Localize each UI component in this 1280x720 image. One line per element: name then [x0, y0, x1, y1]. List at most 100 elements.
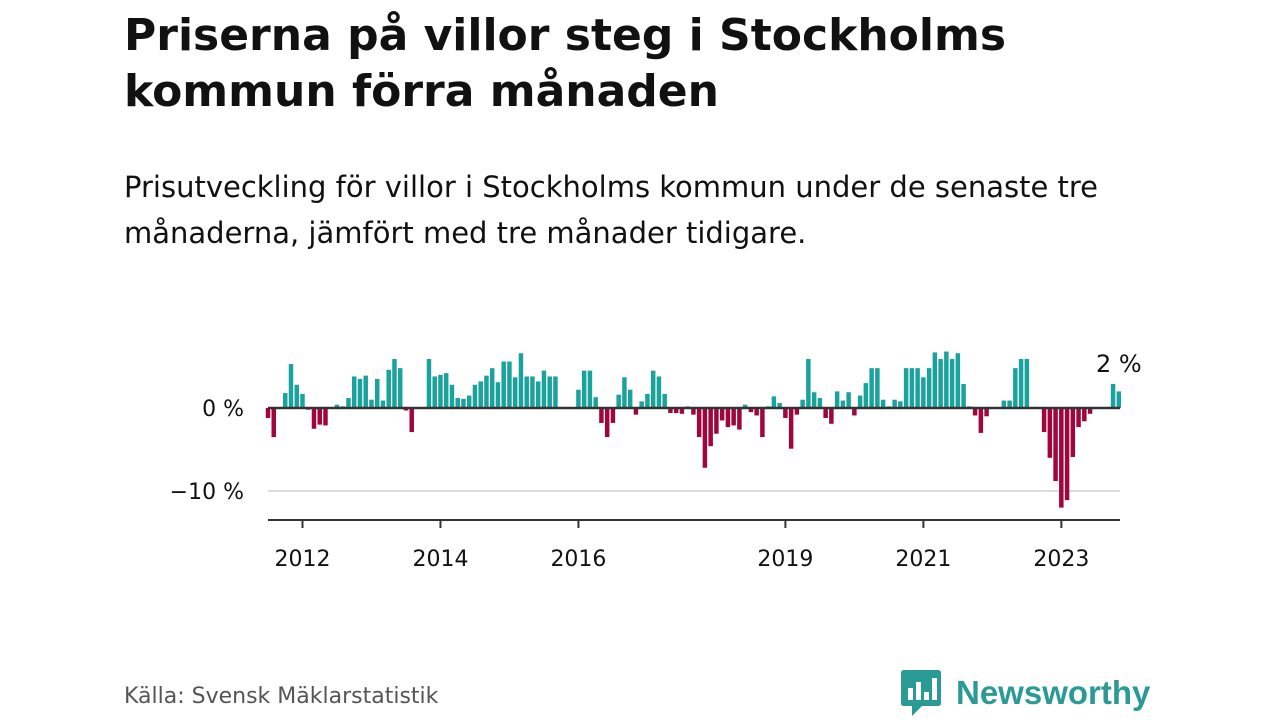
- bar: [731, 408, 736, 426]
- bar: [1070, 408, 1076, 457]
- bar: [1041, 408, 1047, 433]
- bar: [840, 400, 846, 408]
- bar: [691, 408, 696, 415]
- bar: [392, 359, 397, 408]
- bar: [587, 370, 593, 408]
- bar: [317, 408, 322, 425]
- bar: [863, 383, 869, 408]
- bar: [978, 408, 984, 433]
- bar: [748, 408, 754, 413]
- bar: [984, 408, 989, 417]
- bar: [679, 408, 685, 414]
- bar: [351, 376, 357, 408]
- bar: [806, 359, 811, 408]
- bar: [817, 398, 823, 408]
- brand-logo: Newsworthy: [900, 668, 1150, 718]
- x-tick-label: 2023: [1033, 547, 1089, 572]
- bar: [869, 368, 874, 408]
- bar: [518, 353, 524, 408]
- bar: [1047, 408, 1053, 458]
- bar: [1018, 359, 1024, 408]
- bar: [461, 398, 466, 408]
- bar: [1007, 400, 1012, 408]
- bar: [553, 376, 558, 408]
- bar: [656, 376, 662, 408]
- bar: [478, 381, 483, 408]
- bar: [783, 408, 788, 418]
- bar: [777, 403, 782, 408]
- bar: [599, 408, 604, 423]
- bar: [380, 400, 386, 408]
- bar: [719, 408, 725, 421]
- bar: [949, 359, 955, 408]
- bar: [771, 396, 777, 408]
- bar: [961, 383, 966, 408]
- x-tick-label: 2012: [274, 547, 330, 572]
- chart-subtitle: Prisutveckling för villor i Stockholms k…: [124, 170, 1099, 250]
- bar: [288, 364, 294, 408]
- bar: [357, 378, 363, 408]
- bar: [921, 377, 926, 408]
- bar: [1053, 408, 1058, 482]
- bar: [1064, 408, 1070, 501]
- y-tick-label: −10 %: [170, 480, 244, 505]
- bar: [576, 389, 581, 408]
- bar: [1082, 408, 1087, 422]
- bar: [742, 404, 748, 408]
- bar: [892, 399, 897, 408]
- bar: [800, 399, 805, 408]
- annotation-label: 2 %: [1096, 350, 1142, 378]
- brand-name: Newsworthy: [956, 674, 1151, 711]
- bar: [1013, 368, 1018, 408]
- bar: [1001, 400, 1007, 408]
- bar: [938, 359, 943, 408]
- bar: [323, 408, 328, 426]
- bar: [363, 375, 368, 408]
- bar: [386, 369, 391, 408]
- bar: [283, 393, 288, 408]
- bar: [426, 359, 432, 408]
- bar: [432, 376, 437, 408]
- bar: [852, 408, 857, 416]
- x-tick-label: 2014: [412, 547, 468, 572]
- bar: [334, 404, 340, 408]
- bar: [369, 399, 374, 408]
- bar: [300, 393, 305, 408]
- bar: [829, 408, 834, 424]
- bar: [581, 370, 587, 408]
- bar: [495, 382, 501, 408]
- bar: [604, 408, 610, 438]
- bar: [472, 384, 478, 408]
- bar: [449, 384, 455, 408]
- bar: [1024, 359, 1030, 408]
- bar: [702, 408, 708, 468]
- bar-chart: 0 % −10 % 2012 2014 2016 2019 2021 2023 2 %: [170, 350, 1142, 572]
- bar: [650, 370, 656, 408]
- bar: [593, 397, 598, 408]
- bar: [409, 408, 414, 433]
- bar: [489, 368, 495, 408]
- bar: [438, 374, 443, 408]
- bar: [397, 368, 403, 408]
- bar: [443, 373, 449, 408]
- bar: [530, 376, 535, 408]
- bar: [294, 384, 299, 408]
- x-tick-label: 2016: [550, 547, 606, 572]
- bar: [737, 408, 742, 430]
- bar: [541, 370, 547, 408]
- bar: [857, 395, 863, 408]
- bar: [512, 377, 518, 408]
- bar: [455, 398, 460, 408]
- bar: [673, 408, 679, 413]
- bar: [616, 394, 621, 408]
- bar: [547, 376, 552, 408]
- bar: [811, 392, 817, 408]
- bar: [374, 378, 380, 408]
- bar: [788, 408, 794, 449]
- bar: [1110, 383, 1116, 408]
- bar: [265, 408, 271, 418]
- bar: [875, 368, 880, 408]
- bar: [926, 368, 932, 408]
- bar: [622, 377, 627, 408]
- bar: [639, 401, 644, 408]
